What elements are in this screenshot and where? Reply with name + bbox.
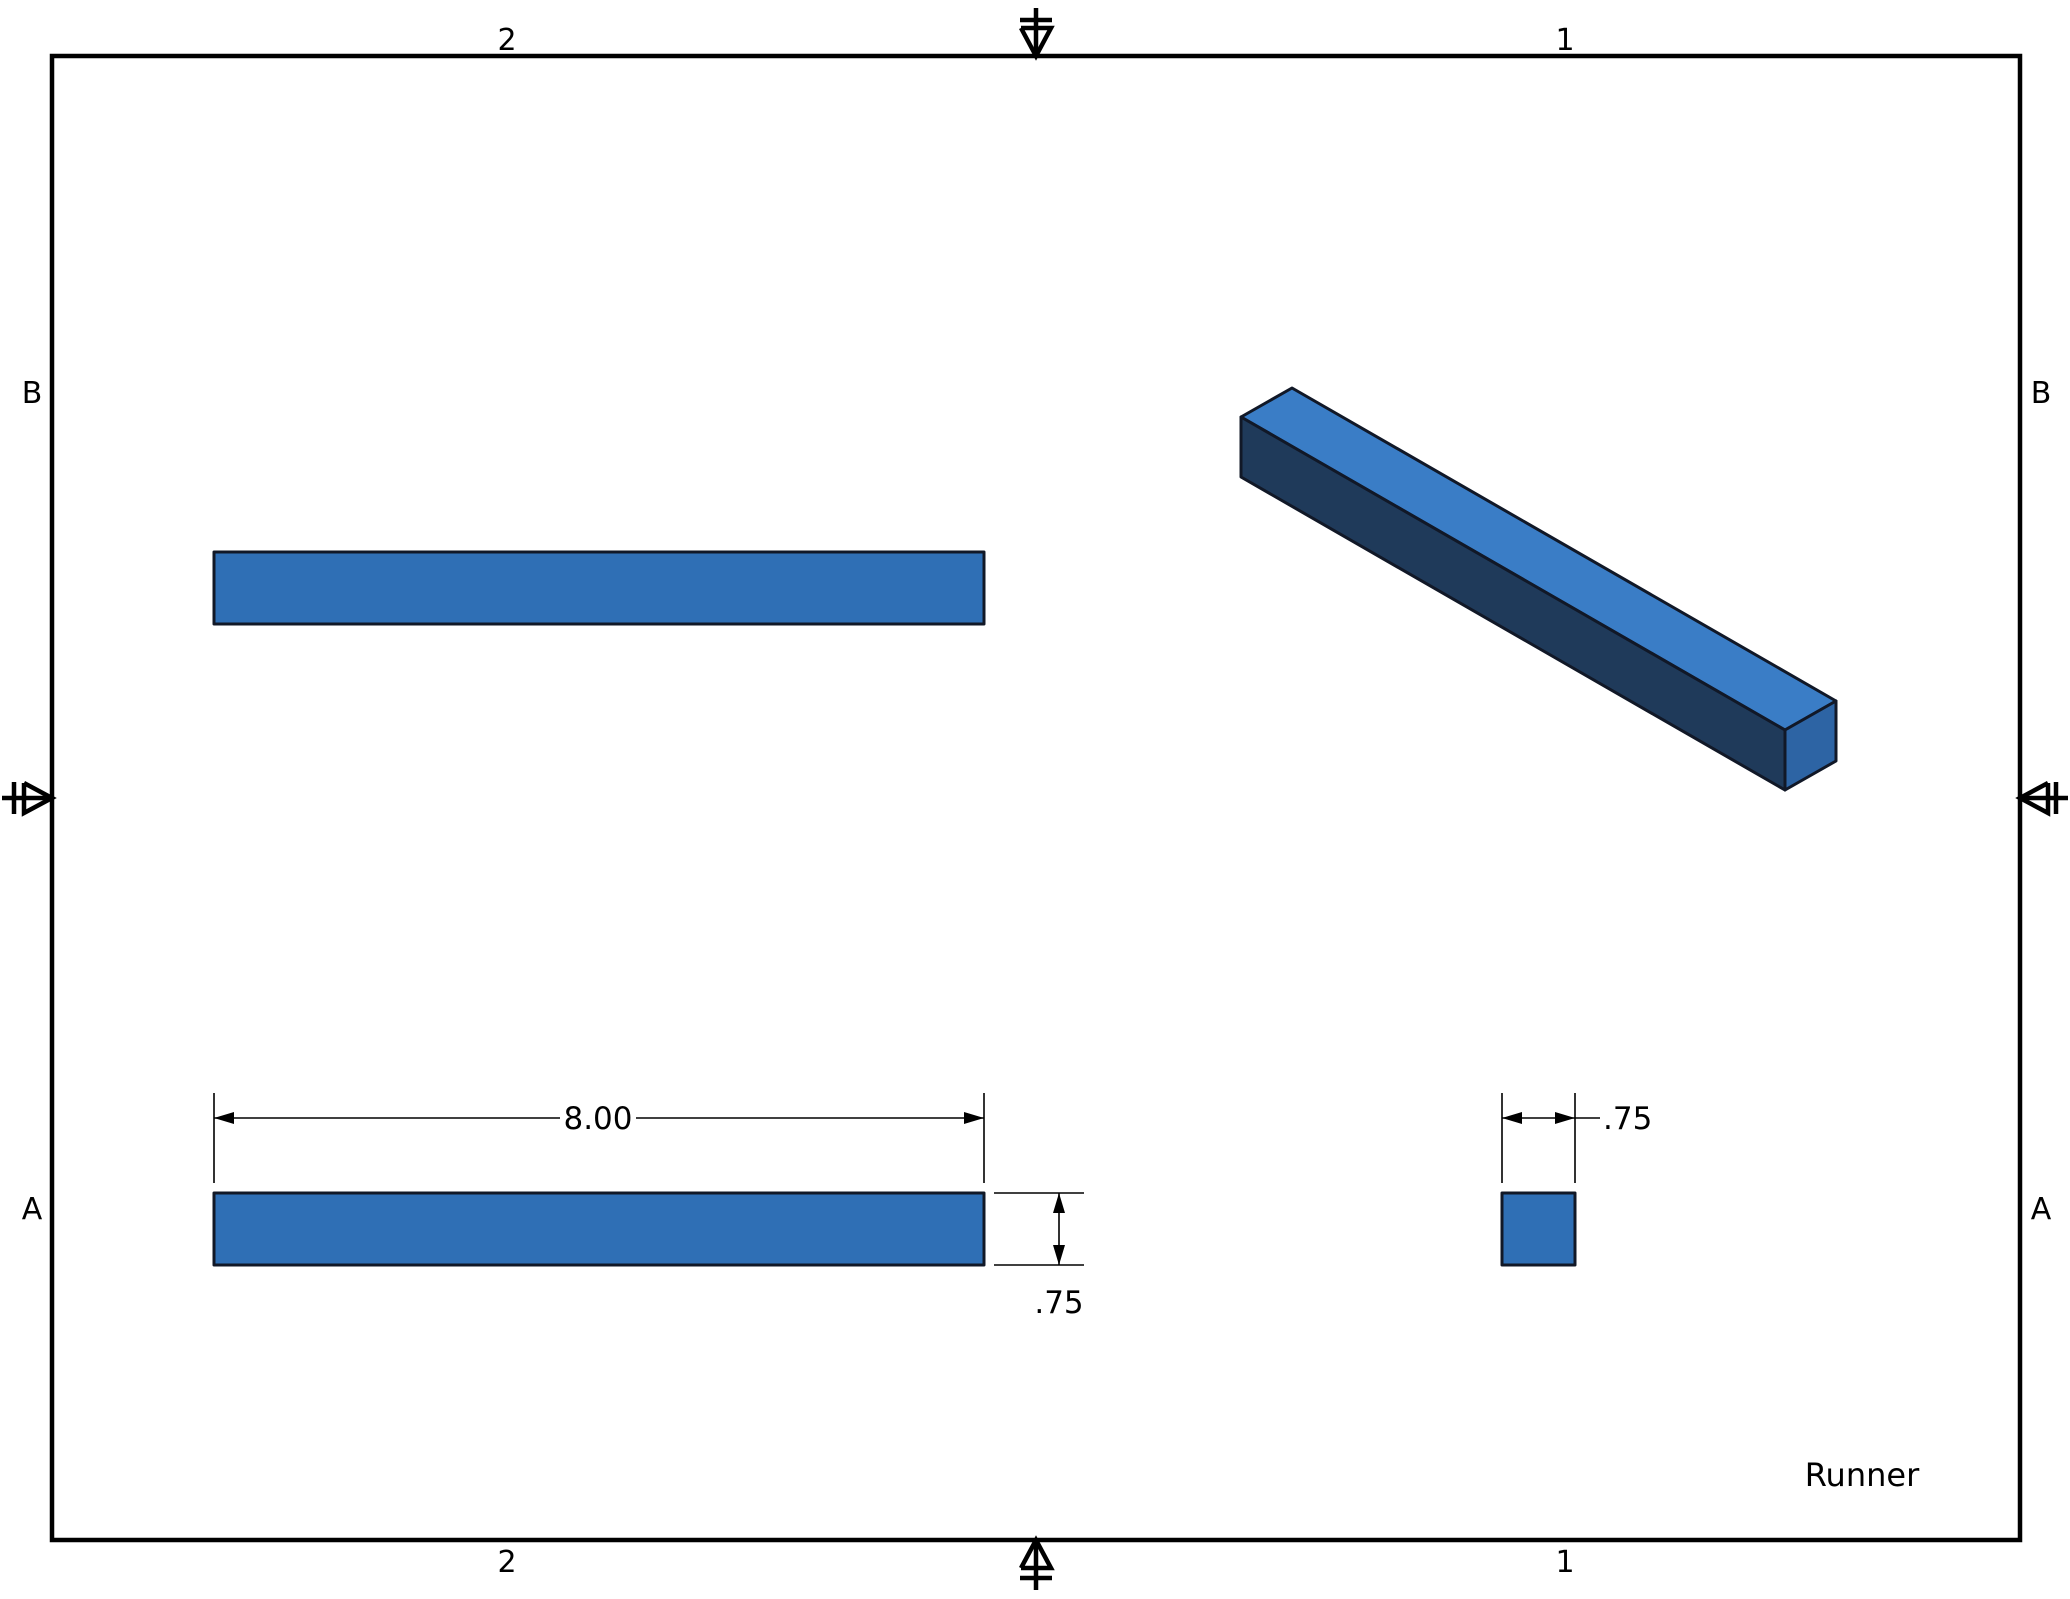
isometric-view-runner: [1239, 386, 1838, 792]
zone-label-bottom-2: 2: [497, 1545, 516, 1580]
width-dimension: .75: [1501, 1093, 1652, 1183]
iso-top-face: [1239, 386, 1838, 732]
height-dimension-value: .75: [1034, 1285, 1083, 1321]
zone-label-right-a: A: [2031, 1192, 2052, 1227]
center-mark-bottom: [1019, 1535, 1055, 1590]
zone-label-top-1: 1: [1555, 23, 1574, 58]
iso-front-face: [1239, 415, 1787, 792]
length-dimension-value: 8.00: [563, 1101, 632, 1137]
side-view-runner: [1500, 1191, 1577, 1267]
part-title: Runner: [1805, 1456, 1920, 1494]
width-dimension-value: .75: [1603, 1101, 1652, 1137]
zone-label-left-b: B: [22, 376, 43, 411]
zone-label-left-a: A: [22, 1192, 43, 1227]
center-mark-right: [2015, 781, 2068, 817]
zone-label-top-2: 2: [497, 23, 516, 58]
top-view-runner: [212, 550, 986, 626]
height-dimension: .75: [994, 1192, 1084, 1321]
iso-end-face: [1783, 699, 1838, 792]
front-view-runner: [212, 1191, 986, 1267]
zone-label-right-b: B: [2031, 376, 2052, 411]
center-mark-left: [2, 781, 57, 817]
zone-label-bottom-1: 1: [1555, 1545, 1574, 1580]
length-dimension: 8.00: [213, 1093, 985, 1183]
center-mark-top: [1019, 8, 1055, 61]
